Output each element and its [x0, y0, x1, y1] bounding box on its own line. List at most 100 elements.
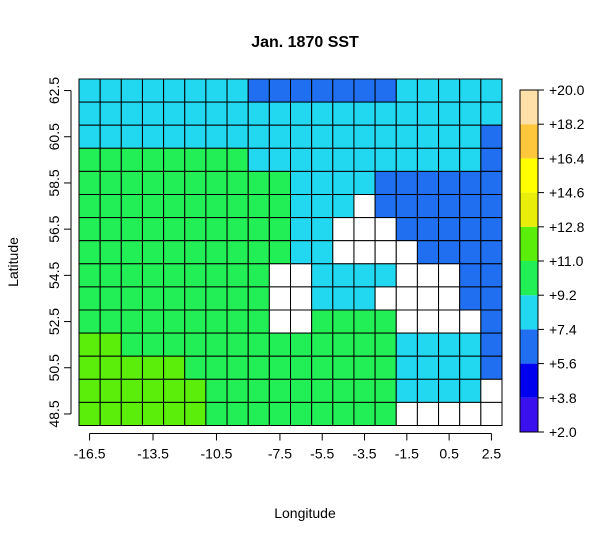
heatmap-cell	[99, 124, 122, 149]
heatmap-cell	[120, 217, 143, 242]
legend-swatch	[520, 363, 538, 398]
heatmap-cell	[374, 217, 397, 242]
heatmap-cell	[480, 217, 503, 242]
heatmap-cell	[268, 332, 292, 357]
heatmap-cell	[438, 240, 461, 265]
legend-label: +16.4	[549, 150, 585, 166]
heatmap-cell	[353, 124, 376, 149]
heatmap-cell	[268, 286, 292, 311]
y-axis: 48.5 50.5 52.5 54.5 56.5 58.5 60.5 62.5	[46, 77, 72, 428]
heatmap-cell	[395, 124, 418, 149]
heatmap-cell	[226, 332, 249, 357]
heatmap-cell	[290, 263, 313, 288]
heatmap-cells	[78, 78, 503, 426]
heatmap-cell	[290, 78, 313, 103]
heatmap-cell	[226, 309, 249, 334]
heatmap-cell	[459, 147, 482, 172]
heatmap-cell	[226, 378, 249, 403]
heatmap-cell	[416, 194, 440, 219]
heatmap-cell	[395, 355, 418, 380]
heatmap-cell	[141, 263, 165, 288]
heatmap-cell	[311, 332, 334, 357]
heatmap-cell	[205, 332, 228, 357]
heatmap-cell	[78, 401, 101, 426]
heatmap-cell	[438, 170, 461, 195]
heatmap-cell	[247, 78, 270, 103]
heatmap-cell	[120, 401, 143, 426]
heatmap-cell	[163, 240, 186, 265]
x-axis: -16.5 -13.5 -10.5 -7.5 -5.5 -3.5 -1.5 0.5 2.5	[74, 433, 501, 462]
x-tick-label: -13.5	[137, 446, 169, 462]
heatmap-cell	[459, 124, 482, 149]
heatmap-cell	[353, 286, 376, 311]
heatmap-cell	[205, 378, 228, 403]
heatmap-cell	[163, 217, 186, 242]
heatmap-cell	[268, 240, 292, 265]
x-axis-label: Longitude	[274, 505, 336, 521]
heatmap-cell	[332, 309, 355, 334]
heatmap-cell	[311, 78, 334, 103]
heatmap-cell	[459, 240, 482, 265]
heatmap-cell	[268, 194, 292, 219]
heatmap-cell	[268, 124, 292, 149]
heatmap-cell	[184, 263, 207, 288]
heatmap-cell	[480, 170, 503, 195]
heatmap-cell	[226, 101, 249, 126]
heatmap-cell	[205, 401, 228, 426]
heatmap-cell	[247, 332, 270, 357]
legend-label: +7.4	[549, 321, 577, 337]
heatmap-cell	[226, 147, 249, 172]
y-tick-label: 52.5	[46, 308, 62, 335]
heatmap-cell	[268, 101, 292, 126]
heatmap-cell	[311, 147, 334, 172]
heatmap-cell	[141, 217, 165, 242]
heatmap-cell	[290, 124, 313, 149]
heatmap-cell	[311, 263, 334, 288]
heatmap-cell	[311, 309, 334, 334]
heatmap-cell	[332, 194, 355, 219]
heatmap-cell	[290, 217, 313, 242]
heatmap-cell	[78, 101, 101, 126]
heatmap-cell	[332, 147, 355, 172]
heatmap-cell	[78, 263, 101, 288]
heatmap-cell	[290, 170, 313, 195]
heatmap-cell	[120, 170, 143, 195]
heatmap-cell	[120, 194, 143, 219]
heatmap-cell	[332, 78, 355, 103]
heatmap-cell	[416, 286, 440, 311]
heatmap-cell	[290, 194, 313, 219]
x-tick-label: -5.5	[310, 446, 334, 462]
heatmap-cell	[290, 355, 313, 380]
heatmap-cell	[459, 263, 482, 288]
heatmap-cell	[353, 194, 376, 219]
legend-swatch	[520, 192, 538, 227]
heatmap-cell	[438, 286, 461, 311]
heatmap-cell	[311, 194, 334, 219]
heatmap-cell	[290, 401, 313, 426]
y-tick-label: 62.5	[46, 77, 62, 104]
heatmap-cell	[78, 332, 101, 357]
y-axis-label: Latitude	[5, 237, 21, 287]
legend-label: +18.2	[549, 116, 585, 132]
heatmap-cell	[268, 355, 292, 380]
heatmap-cell	[311, 170, 334, 195]
heatmap-cell	[120, 263, 143, 288]
heatmap-cell	[99, 332, 122, 357]
heatmap-cell	[395, 147, 418, 172]
heatmap-cell	[353, 309, 376, 334]
heatmap-cell	[226, 124, 249, 149]
heatmap-cell	[247, 309, 270, 334]
heatmap-cell	[120, 309, 143, 334]
chart-title: Jan. 1870 SST	[251, 34, 359, 51]
heatmap-cell	[247, 286, 270, 311]
heatmap-cell	[332, 401, 355, 426]
heatmap-cell	[99, 378, 122, 403]
heatmap-cell	[480, 124, 503, 149]
heatmap-cell	[395, 332, 418, 357]
color-legend: +2.0 +3.8 +5.6 +7.4 +9.2 +11.0 +12.8 +14.6 +16.4…	[519, 82, 585, 440]
heatmap-cell	[416, 263, 440, 288]
heatmap-cell	[120, 286, 143, 311]
heatmap-cell	[395, 309, 418, 334]
heatmap-cell	[311, 286, 334, 311]
y-tick-label: 54.5	[46, 262, 62, 289]
